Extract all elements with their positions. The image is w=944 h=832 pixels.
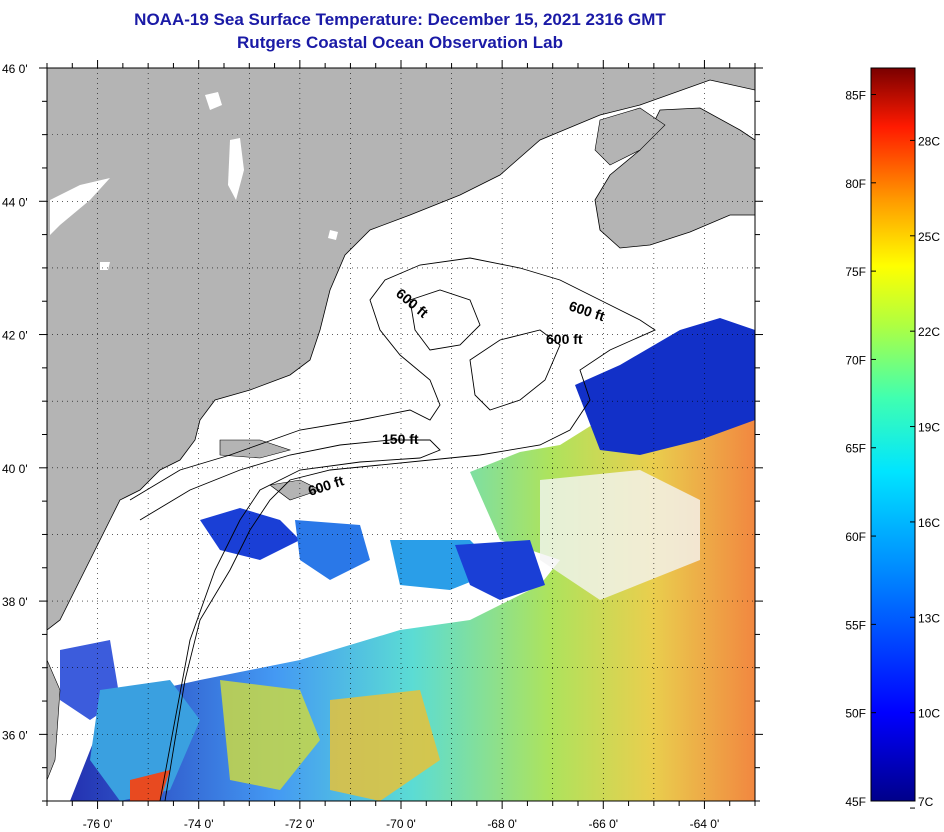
latitude-label: 38 0' xyxy=(2,595,28,609)
colorbar-celsius-label: 13C xyxy=(918,611,940,625)
colorbar-fahrenheit-label: 65F xyxy=(845,442,866,456)
colorbar-celsius-label: 28C xyxy=(918,134,940,148)
longitude-label: -68 0' xyxy=(487,817,517,831)
sst-ocean-coverage xyxy=(60,318,755,801)
latitude-label: 36 0' xyxy=(2,728,28,742)
latitude-label: 42 0' xyxy=(2,329,28,343)
colorbar-fahrenheit-label: 85F xyxy=(845,88,866,102)
longitude-label: -66 0' xyxy=(588,817,618,831)
latitude-label: 44 0' xyxy=(2,195,28,209)
colorbar-celsius-label: 10C xyxy=(918,707,940,721)
colorbar-fahrenheit-label: 70F xyxy=(845,353,866,367)
colorbar-fahrenheit-label: 75F xyxy=(845,265,866,279)
isobath-contours xyxy=(129,257,656,801)
graticule-grid xyxy=(47,68,755,801)
colorbar-celsius-label: 19C xyxy=(918,421,940,435)
colorbar-celsius-label: 16C xyxy=(918,516,940,530)
longitude-label: -72 0' xyxy=(285,817,315,831)
longitude-axis-labels: -76 0' -74 0' -72 0' -70 0' -68 0' -66 0' -64 … xyxy=(83,817,720,831)
colorbar xyxy=(870,67,916,802)
colorbar-fahrenheit-label: 50F xyxy=(845,707,866,721)
isobath-label: 600 ft xyxy=(546,331,583,347)
latitude-label: 40 0' xyxy=(2,462,28,476)
longitude-label: -76 0' xyxy=(83,817,113,831)
colorbar-celsius-labels: 28C 25C 22C 19C 16C 13C 10C 7C xyxy=(910,134,940,809)
colorbar-celsius-label: 22C xyxy=(918,325,940,339)
colorbar-fahrenheit-label: 45F xyxy=(845,795,866,809)
colorbar-fahrenheit-label: 60F xyxy=(845,530,866,544)
map-subtitle: Rutgers Coastal Ocean Observation Lab xyxy=(237,33,563,52)
longitude-label: -74 0' xyxy=(184,817,214,831)
longitude-label: -64 0' xyxy=(690,817,720,831)
colorbar-celsius-label: 25C xyxy=(918,230,940,244)
latitude-axis-labels: 46 0' 44 0' 42 0' 40 0' 38 0' 36 0' xyxy=(2,62,28,742)
colorbar-fahrenheit-label: 55F xyxy=(845,618,866,632)
colorbar-fahrenheit-labels: 85F 80F 75F 70F 65F 60F 55F 50F 45F xyxy=(845,88,876,809)
isobath-label: 150 ft xyxy=(382,431,419,447)
colorbar-fahrenheit-label: 80F xyxy=(845,177,866,191)
land-mass xyxy=(47,68,755,781)
longitude-label: -70 0' xyxy=(386,817,416,831)
map-title: NOAA-19 Sea Surface Temperature: Decembe… xyxy=(134,10,666,29)
map-ticks xyxy=(39,60,763,809)
latitude-label: 46 0' xyxy=(2,62,28,76)
colorbar-celsius-label: 7C xyxy=(918,795,934,809)
